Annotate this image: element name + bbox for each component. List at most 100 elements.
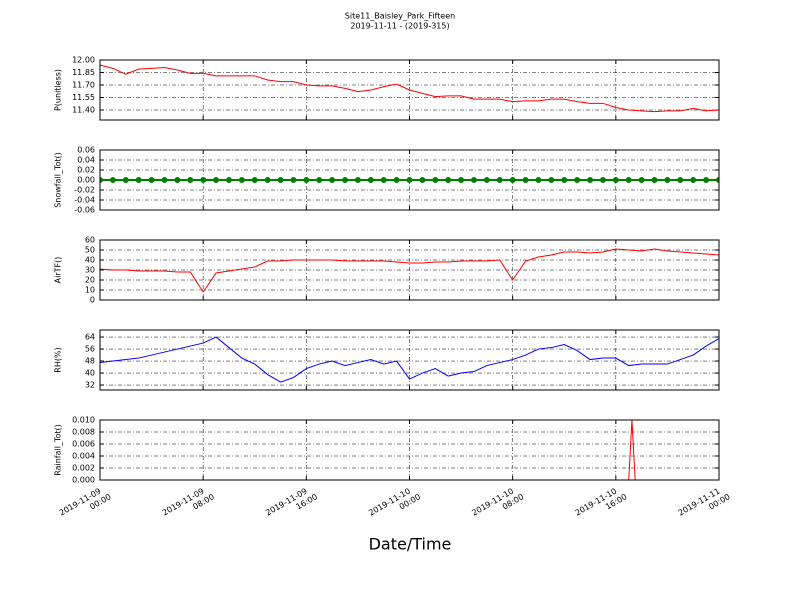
data-point	[664, 177, 671, 183]
data-point	[316, 177, 323, 183]
x-tick-label: 2019-11-1016:00	[573, 483, 628, 526]
data-line	[100, 336, 719, 383]
y-tick-label: -0.04	[74, 196, 95, 205]
y-axis-label: P(unitless)	[54, 69, 63, 111]
x-tick-label: 2019-11-0900:00	[57, 483, 112, 526]
data-point	[574, 177, 581, 183]
data-point	[122, 177, 129, 183]
data-point	[238, 177, 245, 183]
y-tick-label: 50	[85, 246, 95, 255]
plot-frame	[99, 329, 720, 391]
data-point	[625, 177, 632, 183]
data-point	[612, 177, 619, 183]
data-point	[109, 177, 116, 183]
y-tick-label: 0.002	[72, 464, 95, 473]
data-point	[393, 177, 400, 183]
data-point	[483, 177, 490, 183]
x-axis-label: Date/Time	[369, 535, 452, 554]
y-tick-label: 12.00	[72, 56, 95, 65]
data-point	[329, 177, 336, 183]
data-point	[548, 177, 555, 183]
y-tick-label: 30	[85, 266, 95, 275]
data-point	[264, 177, 271, 183]
data-point	[100, 177, 103, 183]
y-tick-label: -0.06	[74, 206, 95, 215]
y-tick-label: 0.06	[77, 146, 95, 155]
data-point	[496, 177, 503, 183]
y-axis-label: Rainfall_Tot()	[54, 424, 63, 476]
data-point	[432, 177, 439, 183]
y-tick-label: 48	[85, 357, 95, 366]
y-tick-label: 0.02	[77, 166, 95, 175]
y-tick-label: 0.04	[77, 156, 95, 165]
data-point	[303, 177, 310, 183]
y-tick-label: 11.40	[72, 106, 95, 115]
data-point	[161, 177, 168, 183]
y-tick-label: 0.010	[72, 416, 95, 425]
data-point	[458, 177, 465, 183]
data-point	[651, 177, 658, 183]
plot-frame	[99, 149, 720, 211]
y-tick-label: 64	[85, 333, 95, 342]
data-point	[509, 177, 516, 183]
data-point	[716, 177, 719, 183]
y-tick-label: 60	[85, 236, 95, 245]
data-line	[100, 64, 719, 113]
data-point	[213, 177, 220, 183]
y-tick-label: 10	[85, 286, 95, 295]
data-point	[522, 177, 529, 183]
y-tick-label: 32	[85, 381, 95, 390]
y-tick-label: 0.00	[77, 176, 95, 185]
y-tick-label: 56	[85, 345, 95, 354]
data-point	[277, 177, 284, 183]
data-point	[174, 177, 181, 183]
plot-frame	[99, 239, 720, 301]
data-point	[535, 177, 542, 183]
data-point	[561, 177, 568, 183]
data-point	[135, 177, 142, 183]
data-point	[354, 177, 361, 183]
data-point	[200, 177, 207, 183]
x-tick-label: 2019-11-1000:00	[367, 483, 422, 526]
y-tick-label: -0.02	[74, 186, 95, 195]
y-tick-label: 11.70	[72, 81, 95, 90]
data-point	[251, 177, 258, 183]
chart-title: Site11_Baisley_Park_Fifteen	[345, 12, 455, 21]
data-line	[100, 248, 719, 293]
data-point	[419, 177, 426, 183]
y-tick-label: 11.55	[72, 93, 95, 102]
y-tick-label: 20	[85, 276, 95, 285]
data-point	[690, 177, 697, 183]
data-point	[703, 177, 710, 183]
data-point	[445, 177, 452, 183]
y-tick-label: 0.006	[72, 440, 95, 449]
y-axis-label: RH(%)	[54, 347, 63, 372]
y-tick-label: 40	[85, 369, 95, 378]
y-axis-label: Snowfall_Tot()	[54, 152, 63, 208]
data-point	[148, 177, 155, 183]
y-tick-label: 40	[85, 256, 95, 265]
data-point	[599, 177, 606, 183]
x-tick-label: 2019-11-0916:00	[264, 483, 319, 526]
data-point	[367, 177, 374, 183]
y-tick-label: 0.004	[72, 452, 95, 461]
data-point	[470, 177, 477, 183]
data-point	[342, 177, 349, 183]
y-tick-label: 0.008	[72, 428, 95, 437]
data-point	[406, 177, 413, 183]
y-axis-label: AirTF()	[54, 257, 63, 284]
plot-frame	[99, 59, 720, 121]
y-tick-label: 0.000	[72, 476, 95, 485]
chart-subtitle: 2019-11-11 - (2019-315)	[350, 22, 449, 31]
plot-frame	[99, 419, 720, 481]
data-point	[225, 177, 232, 183]
data-point	[587, 177, 594, 183]
x-tick-label: 2019-11-0908:00	[161, 483, 216, 526]
y-tick-label: 0	[90, 296, 95, 305]
y-tick-label: 11.85	[72, 68, 95, 77]
x-tick-label: 2019-11-1100:00	[676, 483, 731, 526]
data-point	[187, 177, 194, 183]
data-point	[380, 177, 387, 183]
data-point	[677, 177, 684, 183]
